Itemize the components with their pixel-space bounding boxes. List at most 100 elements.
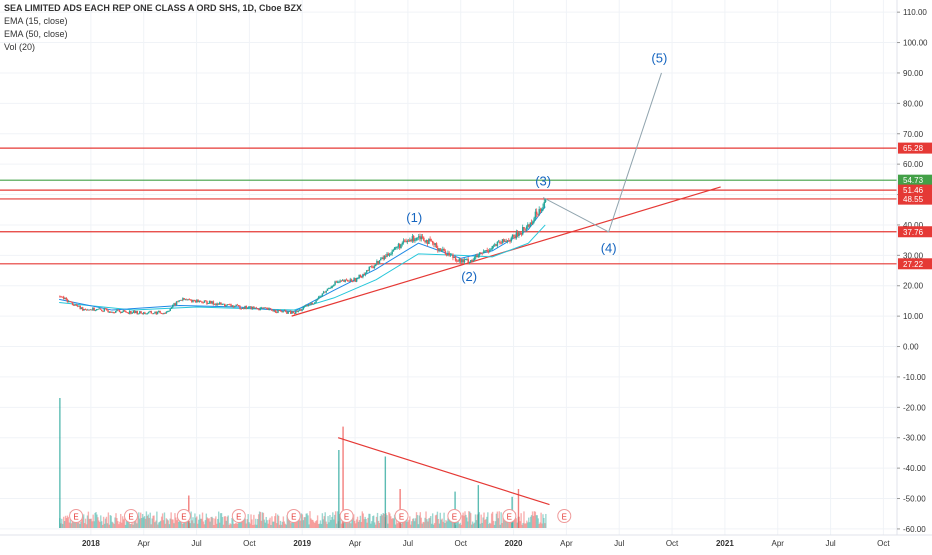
price-tag[interactable] <box>898 193 932 205</box>
volume-bar <box>523 511 525 528</box>
candle <box>470 260 472 262</box>
candle <box>397 243 400 247</box>
volume-bar <box>332 512 334 528</box>
candle <box>345 279 348 281</box>
candle <box>174 303 177 306</box>
candle <box>475 255 477 258</box>
price-tag[interactable] <box>898 174 932 186</box>
volume-bar <box>109 515 111 528</box>
volume-bar <box>400 523 402 528</box>
price-tag[interactable] <box>898 226 932 238</box>
candle <box>487 250 490 252</box>
earnings-marker[interactable] <box>339 509 354 523</box>
volume-bar <box>128 521 130 528</box>
candle <box>287 311 289 314</box>
candle <box>158 310 160 312</box>
earnings-marker[interactable] <box>124 509 139 523</box>
volume-bar <box>286 515 288 528</box>
volume-bar <box>312 519 314 528</box>
price-tag[interactable] <box>898 258 932 270</box>
candle <box>85 309 88 311</box>
volume-bar <box>412 518 414 528</box>
candle <box>472 260 475 261</box>
volume-bar <box>272 521 274 528</box>
candle <box>311 302 314 305</box>
candle <box>141 313 144 315</box>
volume-bar <box>465 514 467 528</box>
candle <box>399 243 401 249</box>
candle <box>76 305 79 307</box>
candle <box>538 209 540 215</box>
candle <box>187 299 189 301</box>
earnings-marker[interactable] <box>447 509 462 523</box>
candle <box>185 299 188 301</box>
candle <box>212 301 215 305</box>
candle <box>191 299 193 302</box>
candle <box>61 296 64 298</box>
volume-bar <box>435 514 438 528</box>
volume-bar <box>429 517 431 528</box>
volume-bar <box>366 522 368 528</box>
candle <box>136 311 139 315</box>
volume-bar <box>340 523 343 528</box>
earnings-marker[interactable] <box>394 509 409 523</box>
candle <box>355 277 358 282</box>
volume-bar <box>377 520 380 528</box>
earnings-marker[interactable] <box>502 509 517 523</box>
price-tag[interactable] <box>898 184 932 196</box>
projection-path[interactable] <box>542 72 662 233</box>
volume-bar <box>210 517 212 528</box>
volume-bar <box>154 522 156 528</box>
volume-bar <box>223 516 226 528</box>
candle <box>366 270 368 273</box>
candle <box>504 241 506 242</box>
earnings-marker[interactable] <box>176 509 191 523</box>
earnings-marker[interactable] <box>557 509 572 523</box>
earnings-marker[interactable] <box>231 509 246 523</box>
candle <box>109 312 112 313</box>
candle <box>459 258 462 263</box>
volume-bar <box>108 524 111 528</box>
volume-bar <box>310 518 312 528</box>
candle <box>237 305 240 307</box>
earnings-marker[interactable] <box>69 509 84 523</box>
candle <box>188 299 191 301</box>
earnings-marker-label: E <box>181 513 186 522</box>
candle <box>213 303 216 305</box>
volume-bar <box>323 516 325 528</box>
candle <box>447 252 449 256</box>
volume-bar <box>415 512 418 528</box>
volume-bar <box>347 523 349 528</box>
volume-bar <box>170 512 172 528</box>
trendline[interactable] <box>337 437 550 506</box>
volume-bar <box>418 515 421 528</box>
candle <box>283 310 286 312</box>
volume-bar <box>381 515 383 528</box>
candle <box>390 254 392 255</box>
volume-bar <box>419 512 422 528</box>
volume-bar <box>255 518 257 528</box>
candle <box>466 259 468 260</box>
price-tag[interactable] <box>898 142 932 154</box>
candle <box>208 301 211 304</box>
volume-bar <box>307 515 309 528</box>
volume-bar <box>320 523 323 528</box>
volume-bar <box>125 518 128 528</box>
candle <box>506 240 509 242</box>
volume-bar <box>65 518 68 528</box>
candle <box>194 300 197 303</box>
volume-bar <box>168 524 170 528</box>
candle <box>73 305 75 306</box>
volume-bar <box>264 522 266 528</box>
volume-bar <box>169 518 171 528</box>
candle <box>149 311 151 312</box>
candle <box>452 254 454 258</box>
volume-bar <box>388 512 390 528</box>
volume-bar <box>208 518 210 528</box>
earnings-marker[interactable] <box>286 509 301 523</box>
volume-bar <box>249 523 251 528</box>
volume-bar <box>316 515 319 528</box>
candle <box>131 312 133 314</box>
volume-bar <box>427 521 429 528</box>
